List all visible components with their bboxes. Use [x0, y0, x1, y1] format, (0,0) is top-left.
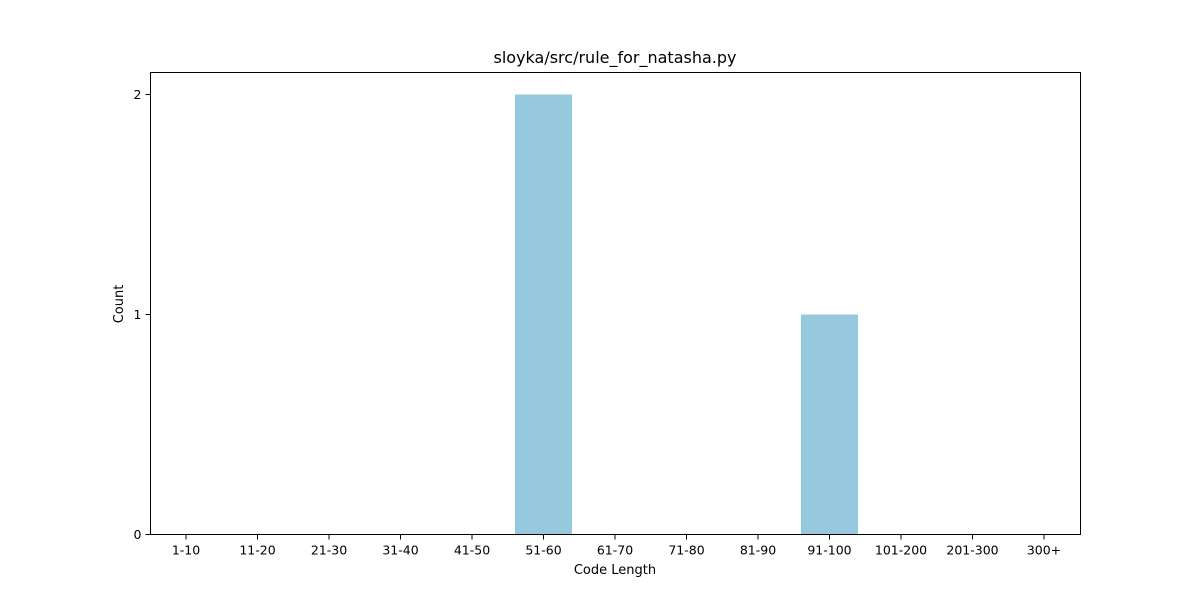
bars-group — [515, 94, 858, 535]
y-tick-label: 1 — [134, 307, 142, 322]
bar-51-60 — [515, 94, 572, 535]
x-tick-label: 41-50 — [454, 543, 490, 558]
y-tick-label: 2 — [134, 87, 142, 102]
x-tick-label: 21-30 — [311, 543, 347, 558]
x-tick-label: 51-60 — [525, 543, 561, 558]
x-tick-label: 31-40 — [382, 543, 418, 558]
x-tick-label: 101-200 — [875, 543, 927, 558]
y-axis-label: Count — [112, 285, 127, 324]
y-axis-ticks: 0 1 2 — [134, 87, 151, 542]
x-axis-ticks: 1-10 11-20 21-30 31-40 41-50 51-60 61-70 71-80 8… — [172, 534, 1061, 558]
y-tick-label: 0 — [134, 527, 142, 542]
x-axis-label: Code Length — [574, 563, 656, 578]
bar-91-100 — [801, 314, 858, 535]
x-tick-label: 81-90 — [740, 543, 776, 558]
x-tick-label: 11-20 — [239, 543, 275, 558]
chart-title: sloyka/src/rule_for_natasha.py — [494, 48, 737, 68]
x-tick-label: 201-300 — [946, 543, 998, 558]
plot-frame — [150, 72, 1081, 535]
x-tick-label: 300+ — [1027, 543, 1061, 558]
x-tick-label: 61-70 — [597, 543, 633, 558]
x-tick-label: 71-80 — [668, 543, 704, 558]
x-tick-label: 91-100 — [807, 543, 851, 558]
x-tick-label: 1-10 — [172, 543, 200, 558]
